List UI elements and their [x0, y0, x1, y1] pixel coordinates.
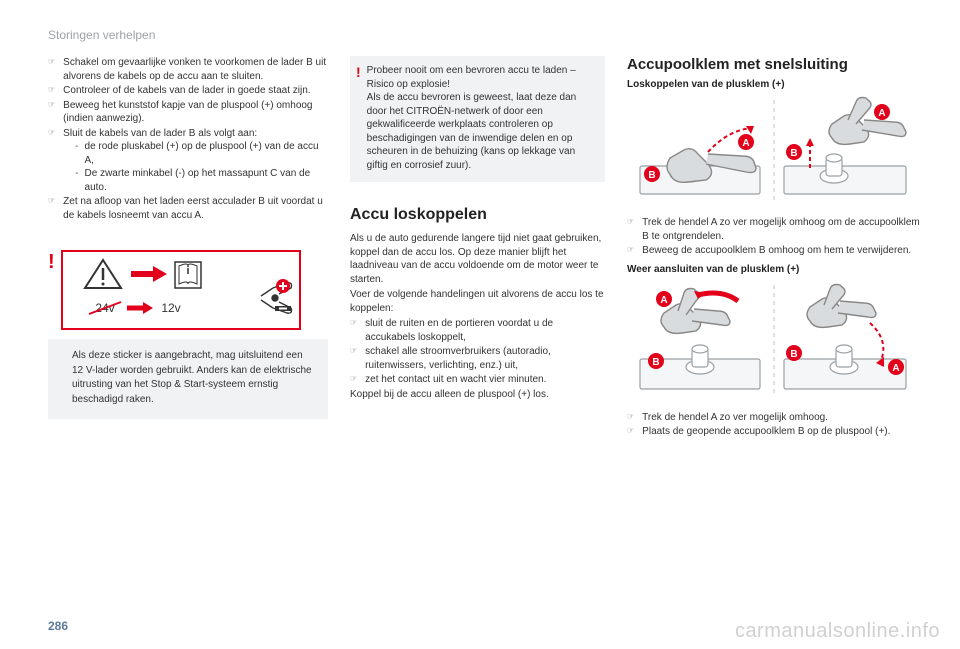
column-1: Schakel om gevaarlijke vonken te voorkom… — [48, 56, 328, 619]
col2-b2: schakel alle stroomverbruikers (autoradi… — [365, 345, 605, 372]
svg-text:B: B — [790, 148, 797, 159]
warning-icon: ! — [356, 64, 361, 172]
col2-bullets: sluit de ruiten en de portieren voordat … — [350, 317, 605, 387]
svg-text:A: A — [892, 363, 899, 374]
subheading-loskoppelen: Loskoppelen van de plusklem (+) — [627, 79, 920, 90]
col2-b1: sluit de ruiten en de portieren voordat … — [365, 317, 605, 344]
illustration-aansluiten: A B — [634, 281, 914, 401]
sticker-illustration: i 24v 12v — [61, 250, 301, 330]
svg-text:i: i — [186, 265, 189, 277]
col1-b1: Schakel om gevaarlijke vonken te voorkom… — [63, 56, 328, 83]
col1-b4: Sluit de kabels van de lader B als volgt… — [63, 128, 257, 139]
heading-accu-loskoppelen: Accu loskoppelen — [350, 206, 605, 224]
col1-b5: Zet na afloop van het laden eerst accula… — [63, 195, 328, 222]
col3-b2b: Plaats de geopende accupoolklem B op de … — [642, 425, 890, 439]
svg-text:12v: 12v — [161, 301, 180, 315]
column-3: Accupoolklem met snelsluiting Loskoppele… — [627, 56, 920, 619]
warning-text: Probeer nooit om een bevroren accu te la… — [367, 64, 595, 172]
col2-b3: zet het contact uit en wacht vier minute… — [365, 373, 546, 387]
col3-b2a: Trek de hendel A zo ver mogelijk omhoog. — [642, 411, 828, 425]
col1-sub2: De zwarte minkabel (-) op het massapunt … — [85, 167, 328, 194]
svg-text:B: B — [652, 357, 659, 368]
col1-sub: de rode pluskabel (+) op de pluspool (+)… — [63, 140, 328, 194]
subheading-aansluiten: Weer aansluiten van de plusklem (+) — [627, 264, 920, 275]
warning-icon: ! — [48, 250, 55, 272]
svg-text:A: A — [660, 295, 667, 306]
watermark: carmanualsonline.info — [735, 620, 940, 643]
column-2: ! Probeer nooit om een bevroren accu te … — [350, 56, 605, 619]
illustration-loskoppelen: A B — [634, 96, 914, 206]
col1-b3: Beweeg het kunststof kapje van de pluspo… — [63, 99, 328, 126]
col3-bullets1: Trek de hendel A zo ver mogelijk omhoog … — [627, 216, 920, 258]
sticker-caption: Als deze sticker is aangebracht, mag uit… — [48, 339, 328, 419]
col1-bullets: Schakel om gevaarlijke vonken te voorkom… — [48, 56, 328, 222]
warning-box: ! Probeer nooit om een bevroren accu te … — [350, 56, 605, 182]
col3-b1a: Trek de hendel A zo ver mogelijk omhoog … — [642, 216, 920, 243]
col2-p3: Koppel bij de accu alleen de pluspool (+… — [350, 388, 605, 402]
columns: Schakel om gevaarlijke vonken te voorkom… — [48, 56, 920, 619]
sticker-block: ! — [48, 250, 328, 419]
col3-b1b: Beweeg de accupoolklem B omhoog om hem t… — [642, 244, 911, 258]
svg-text:B: B — [648, 170, 655, 181]
svg-text:B: B — [790, 349, 797, 360]
heading-accupoolklem: Accupoolklem met snelsluiting — [627, 56, 920, 73]
col1-sub1: de rode pluskabel (+) op de pluspool (+)… — [85, 140, 328, 167]
col2-p2: Voer de volgende handelingen uit alvoren… — [350, 288, 605, 315]
col3-bullets2: Trek de hendel A zo ver mogelijk omhoog.… — [627, 411, 920, 439]
col2-p1: Als u de auto gedurende langere tijd nie… — [350, 232, 605, 286]
svg-text:A: A — [878, 108, 885, 119]
section-header: Storingen verhelpen — [48, 28, 920, 42]
svg-text:A: A — [742, 138, 749, 149]
col1-b2: Controleer of de kabels van de lader in … — [63, 84, 310, 98]
